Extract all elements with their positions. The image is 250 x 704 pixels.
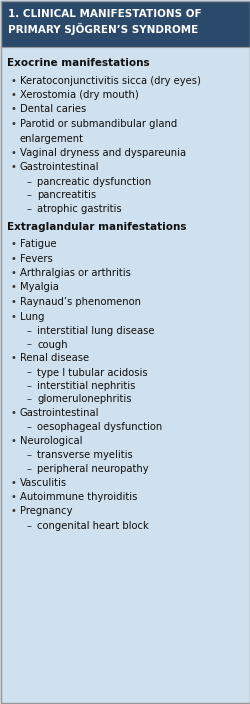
Text: •: • [10,90,16,100]
Text: Dental caries: Dental caries [20,104,86,115]
Text: 1. CLINICAL MANIFESTATIONS OF: 1. CLINICAL MANIFESTATIONS OF [8,9,201,19]
Text: pancreatitis: pancreatitis [37,191,96,201]
Text: •: • [10,353,16,363]
Text: •: • [10,239,16,249]
Text: cough: cough [37,339,67,349]
Text: •: • [10,311,16,322]
Text: •: • [10,436,16,446]
Text: Exocrine manifestations: Exocrine manifestations [7,58,149,68]
Text: •: • [10,148,16,158]
Text: Neurological: Neurological [20,436,82,446]
Text: Parotid or submandibular gland: Parotid or submandibular gland [20,119,176,129]
Text: •: • [10,104,16,115]
Text: Gastrointestinal: Gastrointestinal [20,163,99,172]
Text: •: • [10,75,16,85]
Text: atrophic gastritis: atrophic gastritis [37,204,121,214]
Text: Keratoconjunctivitis sicca (dry eyes): Keratoconjunctivitis sicca (dry eyes) [20,75,200,85]
Text: –: – [27,451,32,460]
Text: Fatigue: Fatigue [20,239,57,249]
Text: Pregnancy: Pregnancy [20,506,72,517]
Text: Arthralgias or arthritis: Arthralgias or arthritis [20,268,130,278]
Text: •: • [10,119,16,129]
Text: Gastrointestinal: Gastrointestinal [20,408,99,418]
Text: transverse myelitis: transverse myelitis [37,451,132,460]
Bar [1,1,249,47]
Text: •: • [10,492,16,502]
Text: Extraglandular manifestations: Extraglandular manifestations [7,222,186,232]
Text: –: – [27,191,32,201]
Text: •: • [10,163,16,172]
Text: –: – [27,367,32,377]
Text: –: – [27,326,32,336]
Text: •: • [10,268,16,278]
Text: oesophageal dysfunction: oesophageal dysfunction [37,422,162,432]
Text: –: – [27,204,32,214]
Text: –: – [27,422,32,432]
Text: Myalgia: Myalgia [20,282,59,292]
Text: –: – [27,177,32,187]
Text: Xerostomia (dry mouth): Xerostomia (dry mouth) [20,90,138,100]
Text: •: • [10,253,16,263]
Text: Raynaud’s phenomenon: Raynaud’s phenomenon [20,297,140,307]
Text: PRIMARY SJÖGREN’S SYNDROME: PRIMARY SJÖGREN’S SYNDROME [8,23,198,35]
Text: Vaginal dryness and dyspareunia: Vaginal dryness and dyspareunia [20,148,186,158]
Text: interstitial nephritis: interstitial nephritis [37,381,135,391]
Text: Autoimmune thyroiditis: Autoimmune thyroiditis [20,492,137,502]
Text: type I tubular acidosis: type I tubular acidosis [37,367,147,377]
Text: •: • [10,477,16,487]
Text: interstitial lung disease: interstitial lung disease [37,326,154,336]
Text: –: – [27,464,32,474]
Text: Lung: Lung [20,311,44,322]
Text: Fevers: Fevers [20,253,52,263]
Text: •: • [10,408,16,418]
Text: –: – [27,381,32,391]
Text: peripheral neuropathy: peripheral neuropathy [37,464,148,474]
Text: enlargement: enlargement [20,134,84,144]
Text: congenital heart block: congenital heart block [37,521,148,531]
Text: pancreatic dysfunction: pancreatic dysfunction [37,177,151,187]
Text: Vasculitis: Vasculitis [20,477,67,487]
Text: •: • [10,297,16,307]
Text: •: • [10,282,16,292]
Text: •: • [10,506,16,517]
Text: Renal disease: Renal disease [20,353,89,363]
Text: glomerulonephritis: glomerulonephritis [37,394,131,405]
Text: –: – [27,339,32,349]
Text: –: – [27,394,32,405]
Text: –: – [27,521,32,531]
